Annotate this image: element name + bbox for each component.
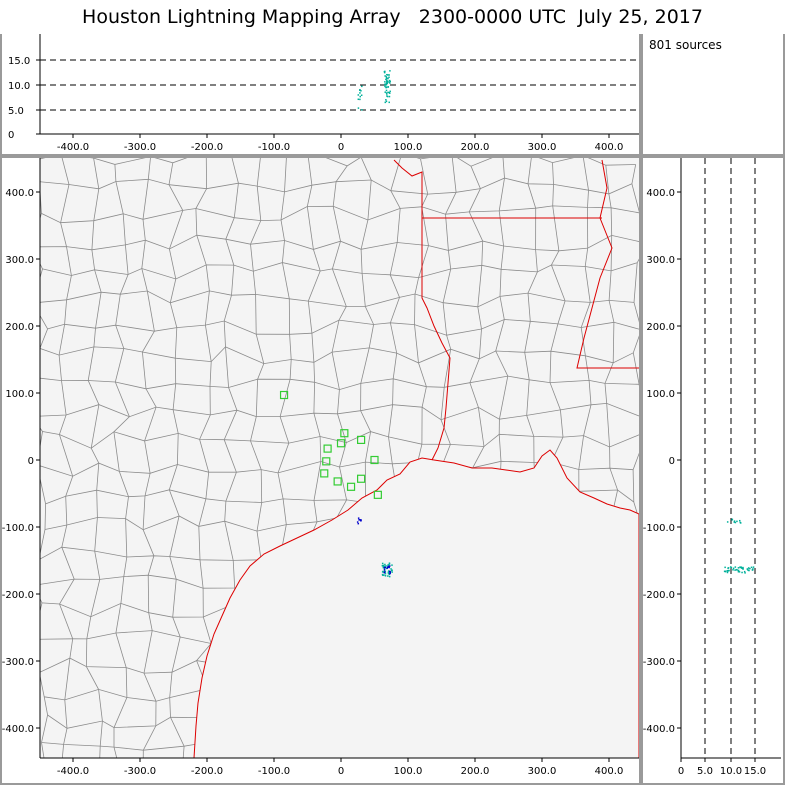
- y-tick-label: -400.0: [2, 724, 34, 735]
- station-marker: [357, 435, 366, 444]
- station-marker: [333, 477, 342, 486]
- altitude-tick-label: 0: [8, 130, 14, 141]
- station-marker: [336, 439, 346, 448]
- altitude-tick-label: 15.0: [744, 766, 766, 777]
- station-marker: [279, 390, 289, 400]
- y-tick-label: -100.0: [2, 523, 34, 534]
- x-tick-label: 200.0: [461, 766, 490, 777]
- lma-stations: [279, 390, 382, 499]
- y-tick-label: 400.0: [646, 188, 675, 199]
- x-tick-label: -300.0: [124, 142, 156, 153]
- x-tick-label: 300.0: [528, 766, 557, 777]
- y-tick-label: 0: [28, 456, 34, 467]
- altitude-tick-label: 5.0: [697, 766, 713, 777]
- y-tick-label: -100.0: [643, 523, 675, 534]
- altitude-tick-label: 15.0: [8, 56, 30, 67]
- altitude-tick-label: 10.0: [8, 81, 30, 92]
- north-south-altitude-panel: 400.0 300.0 200.0 100.0 0 -100.0 -200.0 -300.0 -…: [643, 158, 783, 783]
- y-tick-label: 300.0: [5, 255, 34, 266]
- x-tick-label: 300.0: [528, 142, 557, 153]
- x-tick-label: 200.0: [461, 142, 490, 153]
- y-tick-label: 0: [669, 456, 675, 467]
- y-tick-label: -400.0: [643, 724, 675, 735]
- east-west-altitude-plot: 0 5.0 10.0 15.0 -400.0 -300.0 -200.0 -100.0 0 10…: [8, 34, 639, 153]
- y-tick-label: 400.0: [5, 188, 34, 199]
- station-marker: [346, 482, 356, 491]
- y-tick-label: 100.0: [5, 389, 34, 400]
- y-tick-label: 300.0: [646, 255, 675, 266]
- x-tick-label: -200.0: [191, 142, 223, 153]
- y-tick-label: -300.0: [643, 657, 675, 668]
- source-points-altitude-y: [723, 518, 755, 574]
- x-tick-label: -200.0: [191, 766, 223, 777]
- station-marker: [370, 455, 379, 465]
- y-tick-label: -200.0: [2, 590, 34, 601]
- x-tick-label: -100.0: [258, 142, 290, 153]
- station-marker: [322, 457, 331, 466]
- x-tick-label: 100.0: [394, 142, 423, 153]
- east-west-altitude-panel: 0 5.0 10.0 15.0 -400.0 -300.0 -200.0 -100.0 0 10…: [2, 34, 639, 154]
- coastline: [193, 449, 639, 758]
- station-marker: [320, 469, 329, 478]
- state-border-ms-la: [576, 159, 639, 369]
- y-tick-label: 200.0: [5, 322, 34, 333]
- x-tick-label: -100.0: [258, 766, 290, 777]
- station-marker: [323, 444, 332, 453]
- x-tick-label: 400.0: [595, 766, 624, 777]
- plot-title: Houston Lightning Mapping Array 2300-000…: [0, 0, 785, 34]
- station-marker: [357, 474, 366, 483]
- north-south-altitude-plot: 400.0 300.0 200.0 100.0 0 -100.0 -200.0 -300.0 -…: [643, 158, 781, 777]
- x-tick-label: 0: [338, 766, 344, 777]
- source-points-plan-view: [356, 517, 393, 578]
- x-tick-label: 400.0: [595, 142, 624, 153]
- y-tick-label: 100.0: [646, 389, 675, 400]
- info-panel: 801 sources: [643, 34, 783, 154]
- x-tick-label: -300.0: [124, 766, 156, 777]
- altitude-tick-label: 10.0: [720, 766, 742, 777]
- state-border-tx-la: [393, 159, 451, 461]
- x-tick-label: -400.0: [57, 766, 89, 777]
- map-panel: 400.0 300.0 200.0 100.0 0 -100.0 -200.0 -300.0 -…: [2, 158, 639, 783]
- y-tick-label: 200.0: [646, 322, 675, 333]
- source-points-x-altitude: [357, 70, 391, 111]
- station-marker: [340, 429, 349, 438]
- y-tick-label: -200.0: [643, 590, 675, 601]
- plan-view-map: 400.0 300.0 200.0 100.0 0 -100.0 -200.0 -300.0 -…: [2, 158, 639, 777]
- source-count-label: 801 sources: [649, 38, 722, 52]
- x-tick-label: 100.0: [394, 766, 423, 777]
- station-marker: [373, 490, 382, 499]
- x-tick-label: -400.0: [57, 142, 89, 153]
- y-tick-label: -300.0: [2, 657, 34, 668]
- altitude-tick-label: 0: [678, 766, 684, 777]
- x-tick-label: 0: [338, 142, 344, 153]
- altitude-tick-label: 5.0: [8, 106, 24, 117]
